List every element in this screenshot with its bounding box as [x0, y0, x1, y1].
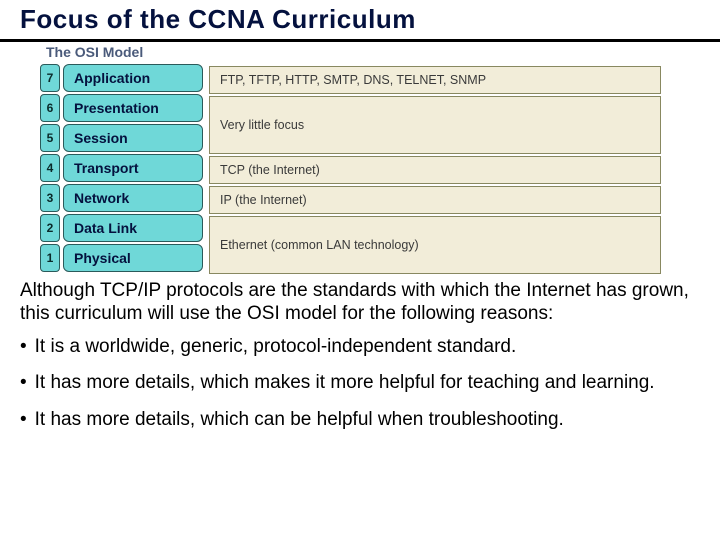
osi-desc-cell: Ethernet (common LAN technology)	[209, 216, 661, 274]
bullet-dot-icon: •	[20, 336, 27, 359]
osi-desc-cell: IP (the Internet)	[209, 186, 661, 214]
bullet-list: • It is a worldwide, generic, protocol-in…	[0, 336, 720, 432]
osi-layer-number: 5	[40, 124, 60, 152]
bullet-dot-icon: •	[20, 409, 27, 432]
bullet-text: It has more details, which can be helpfu…	[35, 409, 700, 432]
osi-layer-number: 2	[40, 214, 60, 242]
osi-layer-number: 6	[40, 94, 60, 122]
bullet-item: • It has more details, which can be helpf…	[20, 409, 700, 432]
osi-layer-name: Physical	[63, 244, 203, 272]
osi-layer-number: 7	[40, 64, 60, 92]
bullet-dot-icon: •	[20, 372, 27, 395]
osi-subtitle: The OSI Model	[46, 44, 660, 60]
osi-layer-name: Application	[63, 64, 203, 92]
osi-layer-number: 3	[40, 184, 60, 212]
osi-layer-number: 4	[40, 154, 60, 182]
body-paragraph-block: Although TCP/IP protocols are the standa…	[0, 274, 720, 326]
osi-diagram: The OSI Model 7Application6Presentation5…	[40, 44, 660, 272]
osi-desc-cell: Very little focus	[209, 96, 661, 154]
title-bar: Focus of the CCNA Curriculum	[0, 0, 720, 37]
osi-desc-cell: TCP (the Internet)	[209, 156, 661, 184]
bullet-item: • It has more details, which makes it mor…	[20, 372, 700, 395]
osi-layer-number: 1	[40, 244, 60, 272]
osi-layer-name: Transport	[63, 154, 203, 182]
slide-title: Focus of the CCNA Curriculum	[20, 4, 700, 35]
title-rule	[0, 39, 720, 42]
slide: Focus of the CCNA Curriculum The OSI Mod…	[0, 0, 720, 540]
bullet-text: It is a worldwide, generic, protocol-ind…	[35, 336, 700, 359]
bullet-text: It has more details, which makes it more…	[35, 372, 700, 395]
intro-paragraph: Although TCP/IP protocols are the standa…	[20, 280, 700, 326]
osi-layer-name: Presentation	[63, 94, 203, 122]
osi-layer-name: Data Link	[63, 214, 203, 242]
osi-layer-name: Network	[63, 184, 203, 212]
bullet-item: • It is a worldwide, generic, protocol-in…	[20, 336, 700, 359]
osi-desc-cell: FTP, TFTP, HTTP, SMTP, DNS, TELNET, SNMP	[209, 66, 661, 94]
osi-layer-name: Session	[63, 124, 203, 152]
